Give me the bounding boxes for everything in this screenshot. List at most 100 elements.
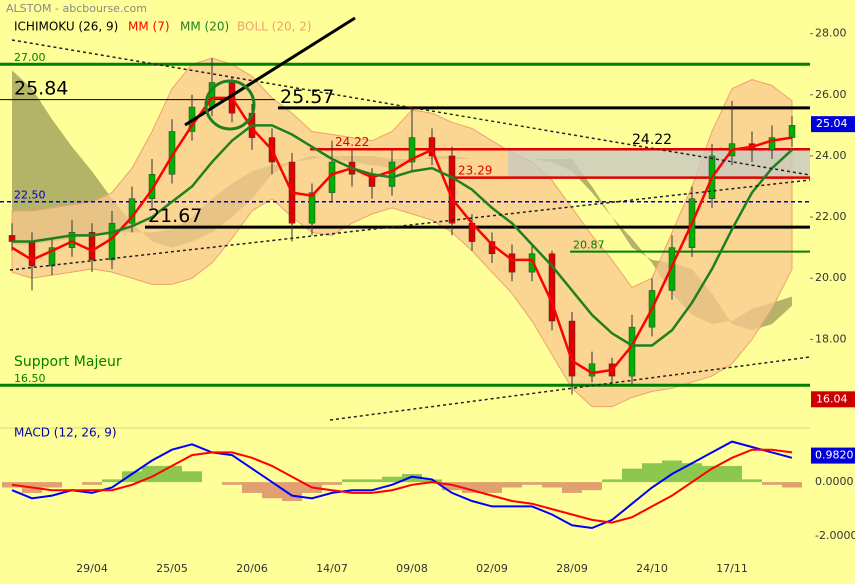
- last-price-label: 25.04: [816, 117, 848, 130]
- level-label: 16.50: [14, 372, 46, 385]
- candle-body: [668, 247, 676, 291]
- legend-entry: MM (20): [180, 20, 229, 34]
- level-label: 25.84: [14, 78, 68, 100]
- macd-title: MACD (12, 26, 9): [14, 426, 117, 440]
- level-label: 23.29: [458, 164, 492, 178]
- histogram-bar: [422, 479, 442, 483]
- level-band: [508, 149, 810, 178]
- x-tick-label: 24/10: [636, 562, 668, 575]
- last-price-box: [811, 116, 855, 133]
- histogram-bar: [402, 474, 422, 483]
- candle-body: [28, 241, 36, 267]
- last-value-label: 0.9820: [815, 449, 854, 462]
- y-tick-label: 18.00: [815, 332, 847, 345]
- candle-body: [628, 326, 636, 377]
- bollinger-band: [11, 57, 793, 408]
- histogram-bar: [482, 482, 502, 493]
- histogram-bar: [602, 479, 622, 483]
- histogram-bar: [562, 482, 582, 493]
- level-label: 27.00: [14, 51, 46, 64]
- trendlines: [9, 16, 811, 421]
- histogram-bar: [762, 482, 782, 485]
- histogram-bar: [82, 482, 102, 485]
- x-tick-label: 29/04: [76, 562, 108, 575]
- back-layer: [2, 57, 810, 502]
- trend-label: 24.22: [632, 132, 672, 148]
- histogram-bar: [122, 471, 142, 483]
- histogram-bar: [222, 482, 242, 485]
- candle-body: [428, 137, 436, 157]
- histogram-bar: [242, 482, 262, 493]
- header-title: ALSTOM - abcbourse.com: [6, 2, 147, 15]
- histogram-bar: [582, 482, 602, 491]
- candle-body: [88, 232, 96, 261]
- candle-body: [548, 253, 556, 322]
- histogram-bar: [682, 463, 702, 483]
- histogram-bar: [322, 482, 342, 485]
- y-tick-label: 24.00: [815, 149, 847, 162]
- histogram-bar: [542, 482, 562, 488]
- candle-body: [108, 222, 116, 261]
- last-value-box: [811, 447, 855, 464]
- highlight-circle: [204, 79, 256, 131]
- candle-body: [388, 161, 396, 187]
- y-tick-label: -2.0000: [815, 529, 855, 542]
- level-label: 24.22: [335, 135, 369, 149]
- x-tick-label: 14/07: [316, 562, 348, 575]
- y-tick-label: 28.00: [815, 27, 847, 40]
- labels-layer: ALSTOM - abcbourse.com Support Majeur MA…: [6, 2, 855, 575]
- x-tick-label: 28/09: [556, 562, 588, 575]
- histogram-bar: [522, 482, 542, 485]
- candle-body: [308, 192, 316, 224]
- level-label: 21.67: [148, 205, 202, 227]
- y-tick-label: 0.0000: [815, 475, 854, 488]
- histogram-bar: [342, 479, 362, 483]
- histogram-bar: [42, 482, 62, 488]
- trendline: [9, 179, 811, 271]
- moving-average: [12, 124, 793, 347]
- candle-body: [448, 155, 456, 224]
- marker-label: 16.04: [816, 392, 848, 405]
- histogram-bar: [622, 468, 642, 483]
- x-tick-label: 25/05: [156, 562, 188, 575]
- candle-body: [788, 125, 796, 138]
- level-label: 20.87: [573, 239, 605, 252]
- candle-body: [568, 320, 576, 377]
- histogram-bar: [742, 479, 762, 483]
- histogram-bar: [382, 476, 402, 483]
- candle-body: [68, 232, 76, 248]
- trendline: [11, 39, 811, 176]
- lines-layer: [11, 96, 793, 530]
- histogram-bar: [102, 479, 122, 483]
- histogram-bar: [462, 482, 482, 493]
- histogram-bar: [362, 479, 382, 483]
- trendline: [184, 16, 356, 127]
- histogram-bar: [782, 482, 802, 488]
- moving-average: [11, 96, 793, 375]
- x-tick-label: 20/06: [236, 562, 268, 575]
- x-tick-label: 17/11: [716, 562, 748, 575]
- candle-body: [508, 253, 516, 273]
- y-tick-label: 26.00: [815, 88, 847, 101]
- x-tick-label: 09/08: [396, 562, 428, 575]
- legend-entry: MM (7): [128, 20, 170, 34]
- marker-box: [811, 391, 855, 408]
- candle-body: [768, 137, 776, 151]
- x-tick-label: 02/09: [476, 562, 508, 575]
- histogram-bar: [502, 482, 522, 488]
- histogram-bar: [702, 465, 722, 483]
- candle-body: [528, 253, 536, 273]
- y-tick-label: 20.00: [815, 271, 847, 284]
- level-label: 25.57: [280, 86, 334, 108]
- legend-entry: ICHIMOKU (26, 9): [14, 20, 118, 34]
- annotation: Support Majeur: [14, 354, 122, 370]
- histogram-bar: [722, 465, 742, 483]
- histogram-bar: [642, 463, 662, 483]
- histogram-bar: [442, 482, 462, 491]
- legend-entry: BOLL (20, 2): [237, 20, 312, 34]
- histogram-bar: [262, 482, 282, 499]
- histogram-bar: [182, 471, 202, 483]
- macd-line: [11, 448, 793, 524]
